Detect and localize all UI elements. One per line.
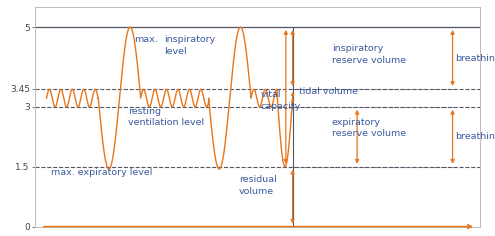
Text: volume: volume <box>239 187 274 196</box>
Text: tidal volume: tidal volume <box>298 87 357 96</box>
Text: expiratory: expiratory <box>332 118 381 126</box>
Text: vital: vital <box>260 90 281 99</box>
Text: breathing: breathing <box>455 132 495 141</box>
Text: capacity: capacity <box>260 102 300 111</box>
Text: inspiratory: inspiratory <box>332 44 383 54</box>
Text: breathing: breathing <box>455 54 495 63</box>
Text: reserve volume: reserve volume <box>332 130 406 139</box>
Text: resting: resting <box>128 107 161 116</box>
Text: reserve volume: reserve volume <box>332 56 406 65</box>
Text: residual: residual <box>239 176 277 185</box>
Text: max.: max. <box>134 35 158 44</box>
Text: inspiratory: inspiratory <box>164 35 215 44</box>
Text: max. expiratory level: max. expiratory level <box>51 168 152 177</box>
Text: level: level <box>164 47 187 56</box>
Text: ventilation level: ventilation level <box>128 118 204 127</box>
